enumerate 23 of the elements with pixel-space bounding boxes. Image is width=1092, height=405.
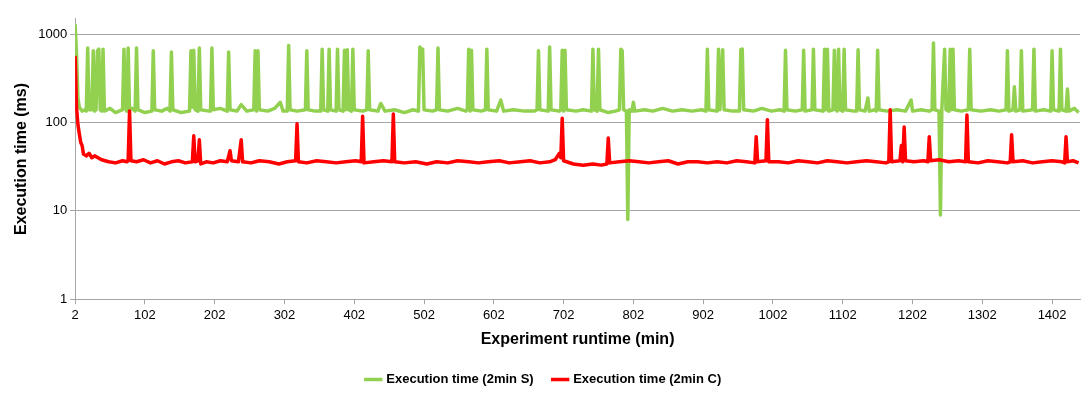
x-tick-label: 902 <box>692 306 715 322</box>
x-axis-title: Experiment runtime (min) <box>480 329 675 347</box>
y-tick-label: 1000 <box>38 25 68 41</box>
x-tick-label: 302 <box>273 306 296 322</box>
x-tick-label: 1002 <box>758 306 788 322</box>
x-tick-label: 2 <box>71 306 79 322</box>
x-tick-label: 1202 <box>898 306 927 322</box>
y-tick-label: 100 <box>45 114 68 130</box>
y-tick-label: 10 <box>52 202 68 218</box>
x-tick-label: 1402 <box>1037 306 1067 322</box>
y-axis-title: Execution time (ms) <box>12 82 30 236</box>
legend-label: Execution time (2min C) <box>573 371 722 387</box>
x-tick-label: 602 <box>482 306 505 322</box>
y-tick-label: 1 <box>59 290 68 306</box>
x-tick-label: 1302 <box>967 306 997 322</box>
x-tick-label: 402 <box>343 306 366 322</box>
x-tick-label: 102 <box>134 306 156 322</box>
x-tick-label: 802 <box>622 306 645 322</box>
x-tick-label: 502 <box>413 306 435 322</box>
x-tick-label: 702 <box>552 306 575 322</box>
legend-label: Execution time (2min S) <box>386 371 534 387</box>
x-tick-label: 202 <box>203 306 226 322</box>
x-tick-label: 1102 <box>828 306 857 322</box>
